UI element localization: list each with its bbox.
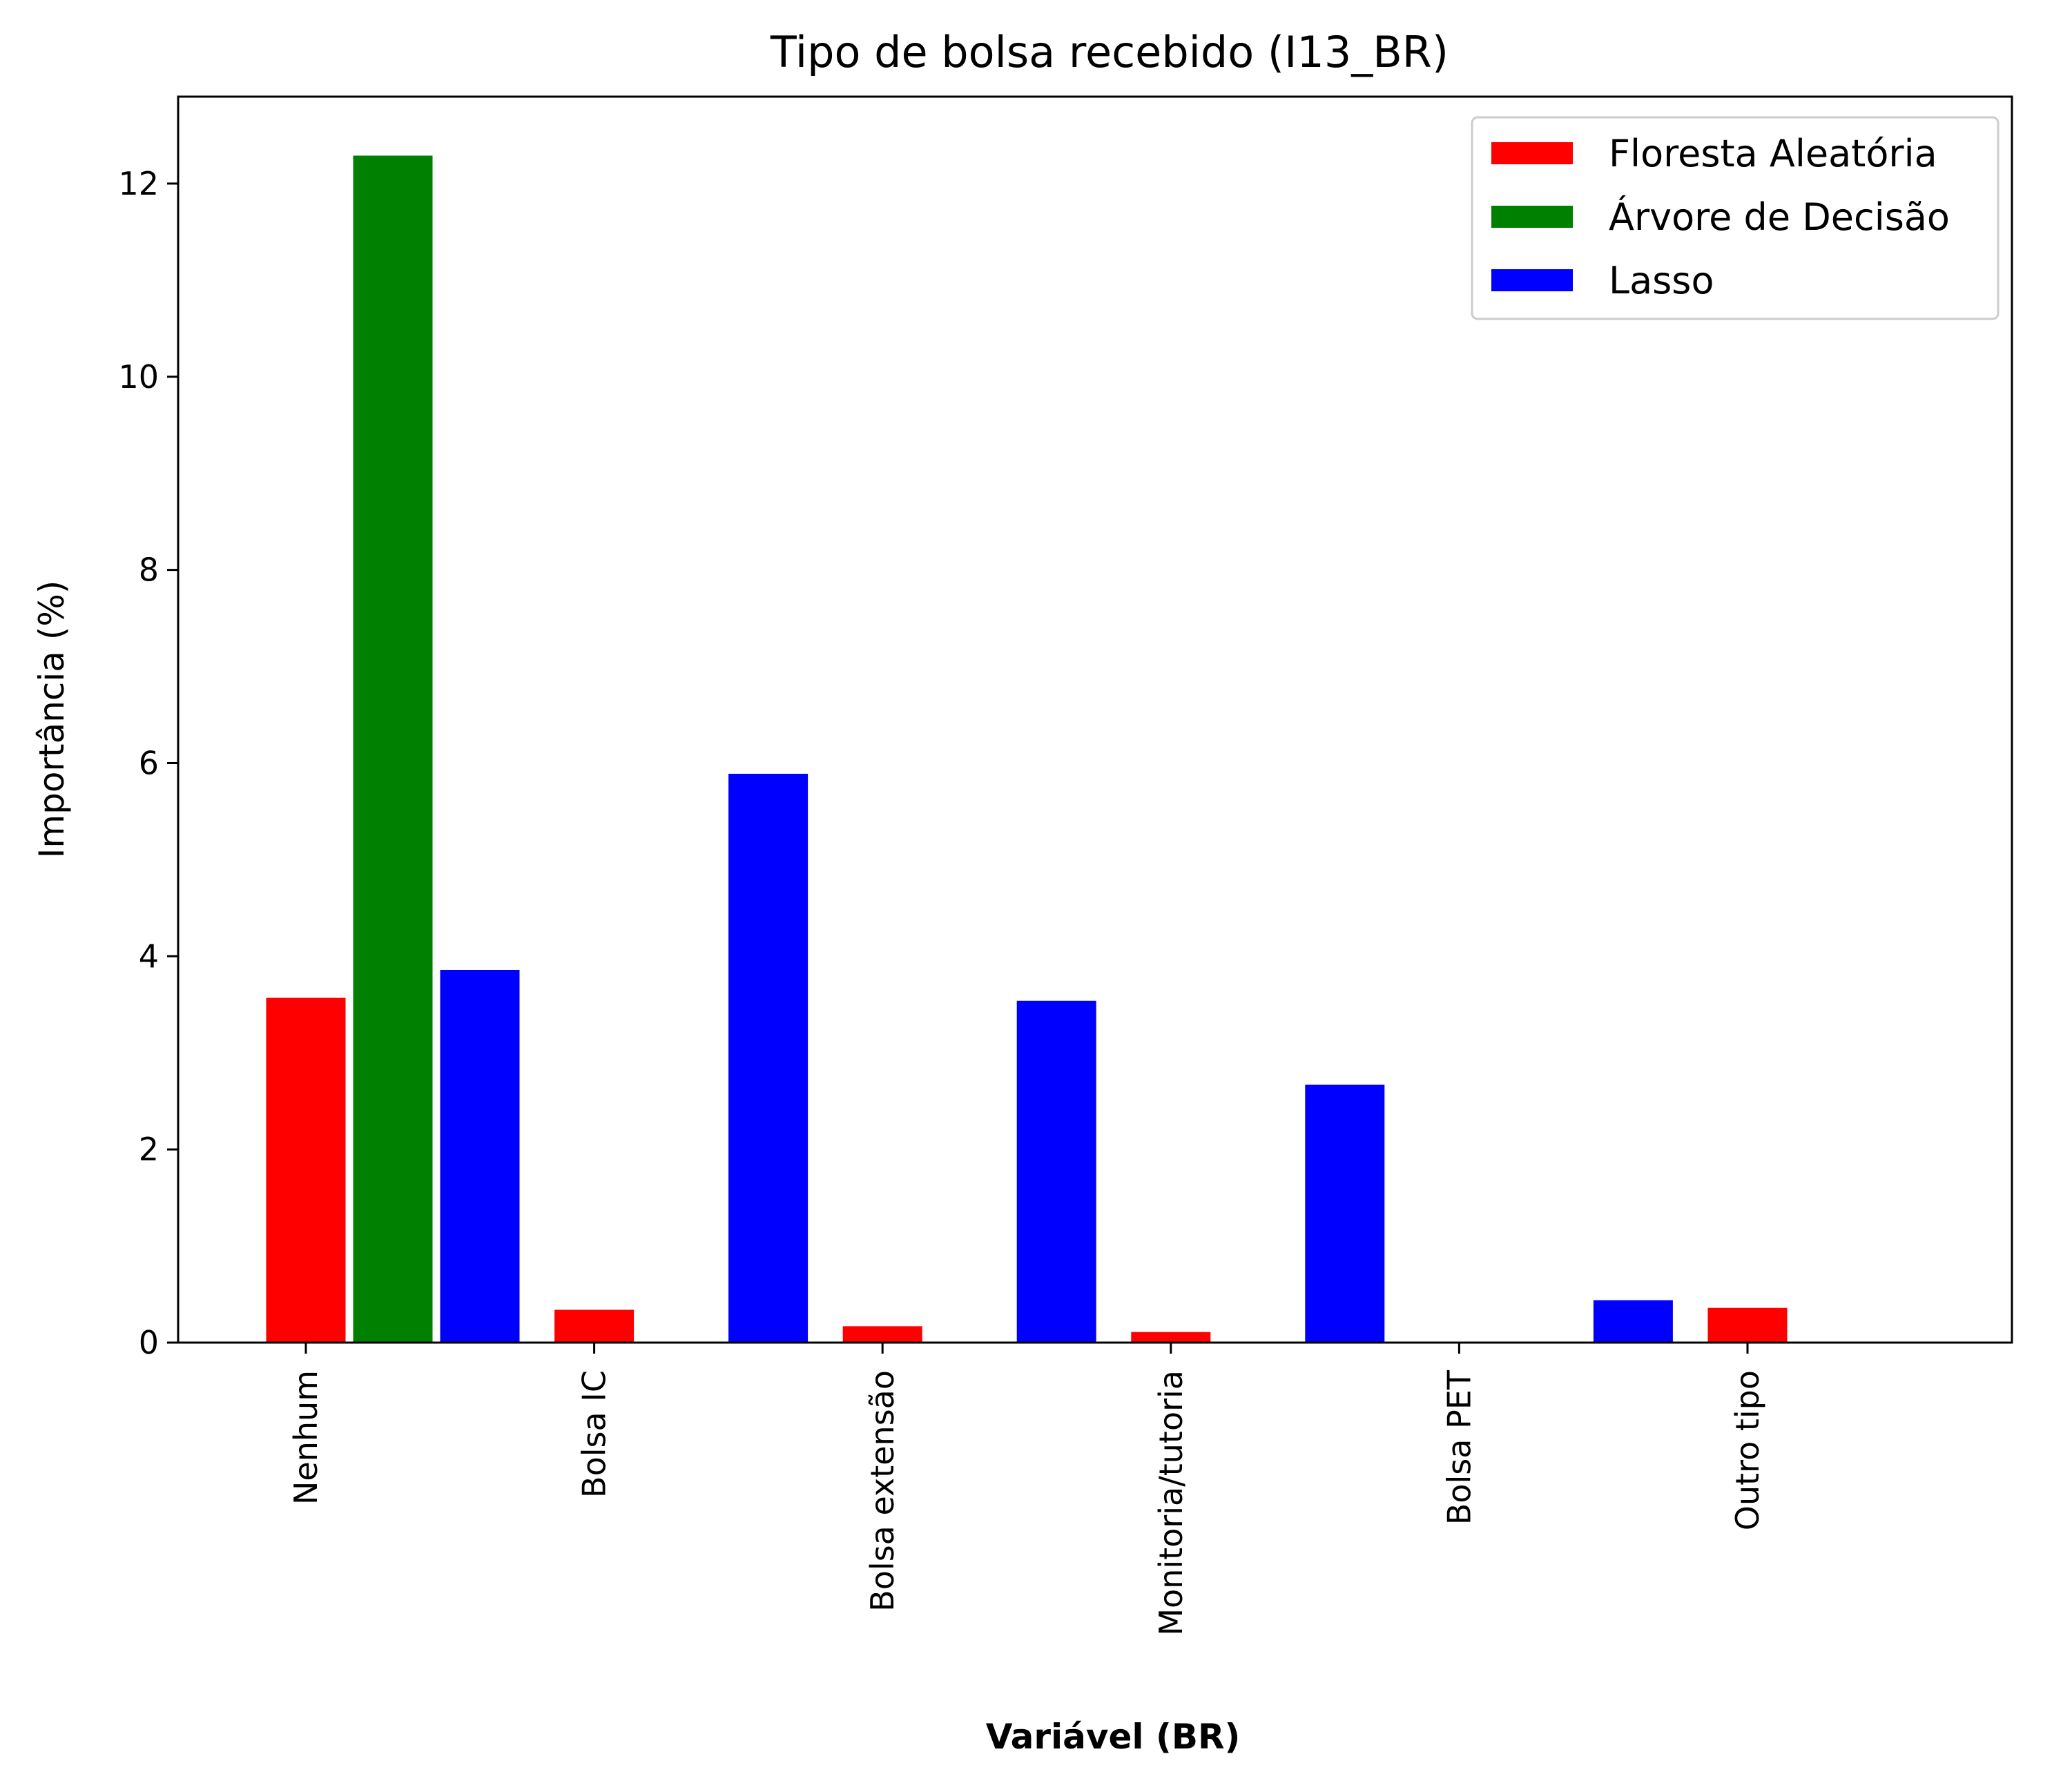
x-tick-label: Bolsa IC	[576, 1370, 613, 1498]
x-axis-label: Variável (BR)	[986, 1717, 1241, 1757]
y-tick-label: 6	[139, 744, 159, 781]
legend-entry: Floresta Aleatória	[1609, 132, 1937, 175]
bar-0-0	[264, 995, 348, 1344]
legend-swatch	[1491, 206, 1573, 228]
plot-frame	[177, 95, 2013, 1344]
chart-title: Tipo de bolsa recebido (I13_BR)	[770, 27, 1449, 77]
y-tick-label: 8	[139, 552, 159, 589]
x-tick-label: Monitoria/tutoria	[1152, 1370, 1190, 1636]
x-tick-label: Bolsa PET	[1440, 1370, 1478, 1525]
x-axis: Nenhum Bolsa IC Bolsa extensão Monitoria/tu…	[287, 1343, 1766, 1636]
legend-box	[1471, 116, 2000, 320]
y-axis: 0 2 4 6 8 10 12	[118, 165, 178, 1361]
bar-1-0	[351, 153, 435, 1344]
legend-entry: Lasso	[1609, 259, 1714, 302]
x-tick-label: Nenhum	[287, 1370, 325, 1505]
y-tick-label: 2	[139, 1131, 159, 1168]
x-tick-label: Outro tipo	[1729, 1370, 1766, 1530]
y-axis-label: Importância (%)	[32, 581, 72, 859]
bar-0-1	[552, 1307, 637, 1344]
legend-entry: Árvore de Decisão	[1609, 195, 1950, 239]
bar-2-1	[726, 771, 811, 1344]
bar-2-0	[438, 968, 522, 1344]
y-tick-label: 12	[118, 165, 159, 202]
bar-2-2	[1014, 998, 1098, 1344]
legend: Floresta Aleatória Árvore de Decisão Lasso	[1471, 116, 2000, 320]
y-tick-label: 0	[139, 1324, 159, 1361]
bars-group	[264, 153, 1790, 1344]
x-tick-label: Bolsa extensão	[864, 1370, 901, 1612]
legend-swatch	[1491, 269, 1573, 291]
legend-swatch	[1491, 142, 1573, 164]
y-tick-label: 4	[139, 937, 159, 975]
bar-0-2	[840, 1324, 924, 1344]
y-tick-label: 10	[118, 358, 159, 396]
bar-0-5	[1705, 1305, 1790, 1344]
bar-2-4	[1591, 1298, 1675, 1344]
bar-0-3	[1129, 1329, 1213, 1344]
bar-2-3	[1303, 1082, 1387, 1344]
